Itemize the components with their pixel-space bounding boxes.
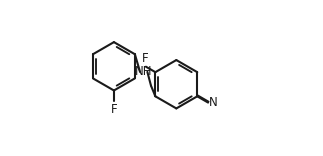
Text: N: N — [209, 96, 218, 109]
Text: NH: NH — [135, 65, 152, 78]
Text: F: F — [110, 103, 117, 116]
Text: F: F — [142, 52, 149, 65]
